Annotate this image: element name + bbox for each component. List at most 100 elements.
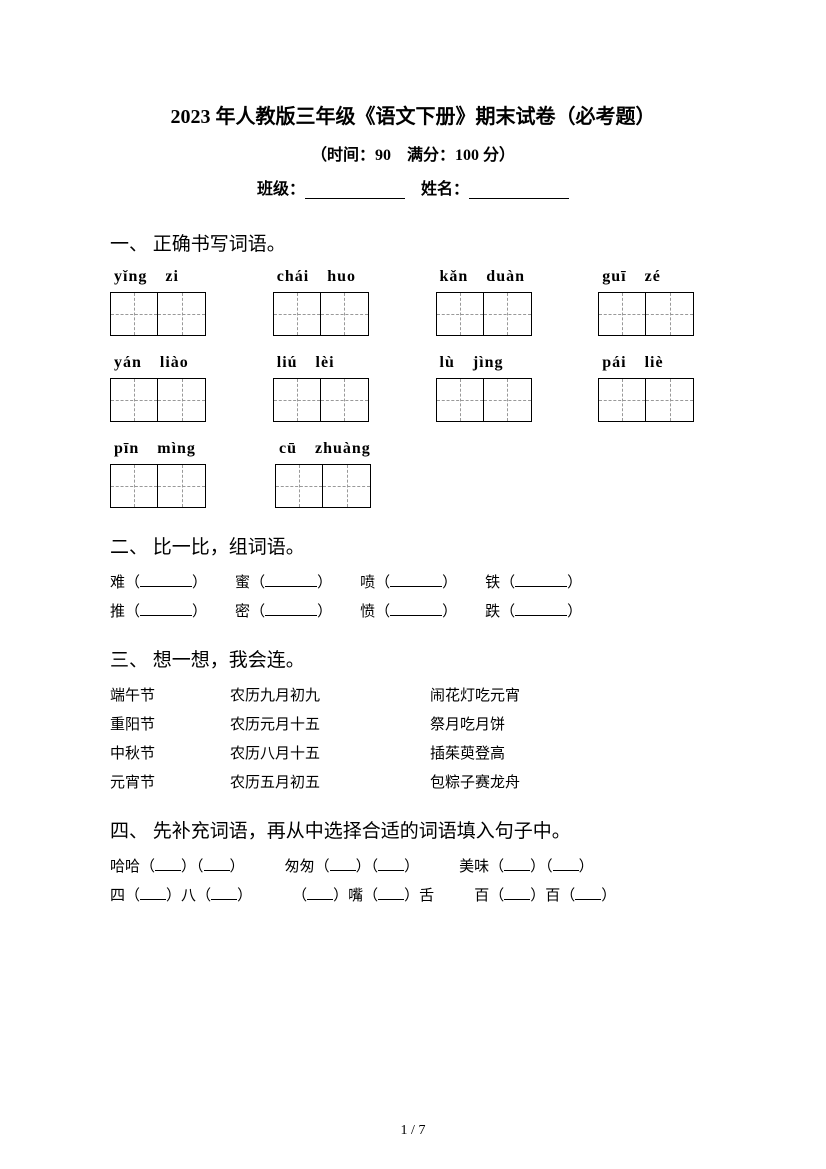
date: 农历八月十五 bbox=[230, 742, 430, 763]
blank[interactable] bbox=[204, 859, 230, 871]
q3-row: 端午节 农历九月初九 闹花灯吃元宵 bbox=[110, 684, 716, 705]
char: 愤 bbox=[360, 600, 375, 621]
page-total: 7 bbox=[418, 1123, 425, 1138]
section4-content: 哈哈（）（） 匆匆（）（） 美味（）（） 四（）八（） （）嘴（）舌 百（）百（… bbox=[110, 855, 716, 905]
text: 百 bbox=[545, 888, 560, 904]
blank[interactable] bbox=[140, 573, 192, 587]
blank[interactable] bbox=[390, 573, 442, 587]
q2-item: 铁（） bbox=[485, 571, 582, 592]
activity: 祭月吃月饼 bbox=[430, 713, 505, 734]
char-box[interactable] bbox=[436, 292, 484, 336]
blank[interactable] bbox=[390, 602, 442, 616]
blank[interactable] bbox=[140, 602, 192, 616]
q4-row: 哈哈（）（） 匆匆（）（） 美味（）（） bbox=[110, 855, 716, 876]
activity: 包粽子赛龙舟 bbox=[430, 771, 520, 792]
class-blank[interactable] bbox=[305, 183, 405, 199]
festival: 中秋节 bbox=[110, 742, 230, 763]
blank[interactable] bbox=[504, 859, 530, 871]
festival: 元宵节 bbox=[110, 771, 230, 792]
char-box[interactable] bbox=[110, 464, 158, 508]
blank[interactable] bbox=[515, 602, 567, 616]
text: 百 bbox=[474, 888, 489, 904]
idiom-item: 百（）百（） bbox=[474, 884, 616, 905]
pinyin: zhuàng bbox=[315, 440, 371, 458]
char-box[interactable] bbox=[321, 292, 369, 336]
char-box[interactable] bbox=[158, 378, 206, 422]
char-box[interactable] bbox=[484, 378, 532, 422]
date: 农历元月十五 bbox=[230, 713, 430, 734]
q2-row: 推（） 密（） 愤（） 跌（） bbox=[110, 600, 716, 621]
pinyin: zé bbox=[645, 268, 661, 286]
char-box[interactable] bbox=[110, 378, 158, 422]
char-box[interactable] bbox=[273, 292, 321, 336]
blank[interactable] bbox=[155, 859, 181, 871]
pinyin: liú bbox=[277, 354, 298, 372]
pinyin-group: pīnmìng bbox=[110, 440, 230, 508]
blank[interactable] bbox=[307, 888, 333, 900]
blank[interactable] bbox=[265, 573, 317, 587]
page-current: 1 bbox=[401, 1123, 408, 1138]
char-box[interactable] bbox=[275, 464, 323, 508]
info-line: 班级： 姓名： bbox=[110, 175, 716, 199]
pinyin-row: yánliào liúlèi lùjìng páiliè bbox=[110, 354, 716, 422]
char: 蜜 bbox=[235, 571, 250, 592]
pinyin-row: yǐngzi cháihuo kǎnduàn guīzé bbox=[110, 268, 716, 336]
blank[interactable] bbox=[575, 888, 601, 900]
blank[interactable] bbox=[211, 888, 237, 900]
char: 跌 bbox=[485, 600, 500, 621]
pinyin: duàn bbox=[486, 268, 525, 286]
char: 推 bbox=[110, 600, 125, 621]
char-box[interactable] bbox=[598, 378, 646, 422]
char: 喷 bbox=[360, 571, 375, 592]
pinyin-group: páiliè bbox=[598, 354, 716, 422]
section1-title: 一、 正确书写词语。 bbox=[110, 229, 716, 256]
blank[interactable] bbox=[504, 888, 530, 900]
blank[interactable] bbox=[378, 888, 404, 900]
pinyin: lù bbox=[440, 354, 455, 372]
char-box[interactable] bbox=[484, 292, 532, 336]
blank[interactable] bbox=[553, 859, 579, 871]
festival: 端午节 bbox=[110, 684, 230, 705]
exam-subtitle: （时间：90 满分：100 分） bbox=[110, 141, 716, 165]
char-box[interactable] bbox=[321, 378, 369, 422]
activity: 闹花灯吃元宵 bbox=[430, 684, 520, 705]
char-box[interactable] bbox=[646, 378, 694, 422]
char-box[interactable] bbox=[273, 378, 321, 422]
char: 铁 bbox=[485, 571, 500, 592]
pinyin: zi bbox=[165, 268, 179, 286]
text: 四 bbox=[110, 888, 125, 904]
char-box[interactable] bbox=[598, 292, 646, 336]
blank[interactable] bbox=[330, 859, 356, 871]
blank[interactable] bbox=[378, 859, 404, 871]
idiom-item: （）嘴（）舌 bbox=[292, 884, 434, 905]
section4-title: 四、 先补充词语，再从中选择合适的词语填入句子中。 bbox=[110, 816, 716, 843]
blank[interactable] bbox=[265, 602, 317, 616]
pinyin-group: yǐngzi bbox=[110, 268, 228, 336]
section1-content: yǐngzi cháihuo kǎnduàn guīzé yánliào liú… bbox=[110, 268, 716, 508]
pinyin-group: liúlèi bbox=[273, 354, 391, 422]
char-box[interactable] bbox=[646, 292, 694, 336]
pinyin: guī bbox=[602, 268, 626, 286]
char-box[interactable] bbox=[110, 292, 158, 336]
char-box[interactable] bbox=[158, 464, 206, 508]
exam-title: 2023 年人教版三年级《语文下册》期末试卷（必考题） bbox=[110, 100, 716, 129]
text: 美味 bbox=[459, 859, 489, 875]
char-box[interactable] bbox=[323, 464, 371, 508]
exam-header: 2023 年人教版三年级《语文下册》期末试卷（必考题） （时间：90 满分：10… bbox=[110, 100, 716, 199]
pinyin: cū bbox=[279, 440, 297, 458]
q4-row: 四（）八（） （）嘴（）舌 百（）百（） bbox=[110, 884, 716, 905]
pinyin: mìng bbox=[157, 440, 196, 458]
pinyin: pái bbox=[602, 354, 626, 372]
text: 舌 bbox=[419, 888, 434, 904]
pinyin: yán bbox=[114, 354, 142, 372]
char-box[interactable] bbox=[158, 292, 206, 336]
festival: 重阳节 bbox=[110, 713, 230, 734]
q2-item: 愤（） bbox=[360, 600, 457, 621]
q3-row: 重阳节 农历元月十五 祭月吃月饼 bbox=[110, 713, 716, 734]
name-blank[interactable] bbox=[469, 183, 569, 199]
blank[interactable] bbox=[515, 573, 567, 587]
activity: 插茱萸登高 bbox=[430, 742, 505, 763]
blank[interactable] bbox=[140, 888, 166, 900]
char-box[interactable] bbox=[436, 378, 484, 422]
text: 匆匆 bbox=[285, 859, 315, 875]
